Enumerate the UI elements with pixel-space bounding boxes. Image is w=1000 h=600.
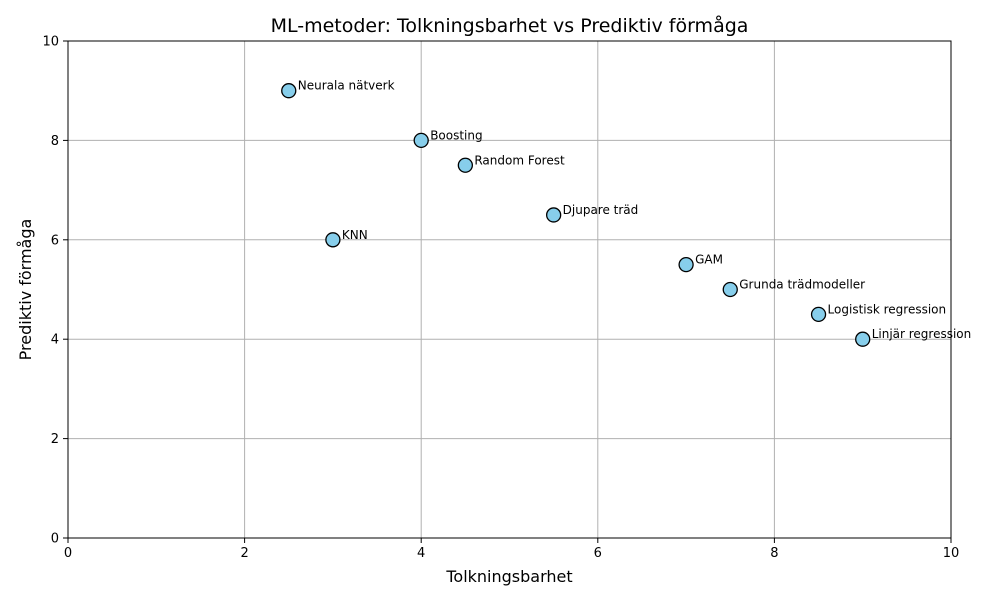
y-tick-label: 2 <box>51 432 59 447</box>
data-point <box>413 132 429 149</box>
x-tick-label: 10 <box>943 546 960 561</box>
axis-ticks: 0 2 4 6 8 10 0 2 4 6 8 10 <box>42 35 959 562</box>
x-axis-label: Tolkningsbarhet <box>445 567 572 586</box>
data-point-label: GAM <box>695 253 723 267</box>
data-points: Linjär regression Logistisk regression Gru… <box>281 79 972 347</box>
x-tick-label: 2 <box>240 546 248 561</box>
y-tick-label: 4 <box>51 333 59 348</box>
x-tick-label: 6 <box>594 546 602 561</box>
y-tick-label: 6 <box>51 233 59 248</box>
data-point-label: Boosting <box>430 128 482 142</box>
data-point-label: Neurala nätverk <box>298 79 395 93</box>
data-point-label: Linjär regression <box>872 327 972 341</box>
x-tick-label: 8 <box>770 546 778 561</box>
y-tick-label: 0 <box>51 532 59 547</box>
plot-frame <box>67 40 952 539</box>
chart-title: ML-metoder: Tolkningsbarhet vs Prediktiv… <box>271 14 749 37</box>
data-point-label: Djupare träd <box>563 203 639 217</box>
data-point-label: Grunda trädmodeller <box>739 278 865 292</box>
data-point <box>546 207 562 223</box>
data-point <box>678 256 694 273</box>
data-point <box>722 281 738 298</box>
data-point <box>810 306 827 323</box>
data-point <box>325 232 341 248</box>
y-tick-label: 8 <box>51 134 59 149</box>
data-point-label: Random Forest <box>474 153 565 167</box>
data-point <box>281 83 297 99</box>
data-point <box>855 331 871 347</box>
x-tick-label: 4 <box>417 546 425 561</box>
data-point <box>457 157 474 173</box>
data-point-label: Logistisk regression <box>828 302 947 316</box>
y-tick-label: 10 <box>42 35 59 50</box>
x-tick-label: 0 <box>64 546 72 561</box>
y-axis-label: Prediktiv förmåga <box>16 219 35 361</box>
data-point-label: KNN <box>342 228 368 242</box>
